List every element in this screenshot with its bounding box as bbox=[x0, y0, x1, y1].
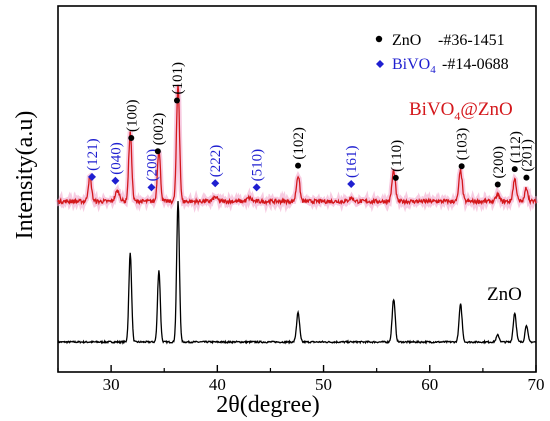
zno-peak-marker bbox=[392, 174, 399, 181]
legend-bivo4-name: BiVO4 bbox=[392, 56, 436, 76]
series-label-zno: ZnO bbox=[487, 284, 522, 305]
zno-peak-label: (101) bbox=[170, 62, 186, 95]
zno-peak-marker bbox=[511, 166, 518, 173]
plot-area bbox=[57, 5, 537, 373]
bivo4-peak-label: (510) bbox=[250, 149, 266, 182]
zno-peak-label: (201) bbox=[519, 139, 535, 172]
legend-zno-ref: -#36-1451 bbox=[438, 32, 505, 49]
series-label-composite-rest: @ZnO bbox=[460, 99, 512, 120]
series-line-zno bbox=[57, 201, 537, 345]
bivo4-peak-label: (222) bbox=[208, 145, 224, 178]
x-tick-label: 60 bbox=[421, 375, 438, 394]
zno-peak-marker bbox=[154, 148, 161, 155]
x-axis-label: 2θ(degree) bbox=[216, 392, 319, 418]
x-tick-label: 50 bbox=[315, 375, 332, 394]
bivo4-peak-label: (040) bbox=[108, 142, 124, 175]
bivo4-peak-marker bbox=[147, 183, 156, 192]
zno-peak-marker bbox=[173, 97, 180, 104]
legend: ZnO -#36-1451 BiVO4 -#14-0688 bbox=[375, 32, 509, 76]
curves-group bbox=[55, 84, 539, 345]
bivo4-peak-marker bbox=[87, 172, 96, 181]
bivo4-peak-marker bbox=[252, 183, 261, 192]
legend-zno-name: ZnO bbox=[392, 32, 421, 49]
zno-peak-marker bbox=[523, 174, 530, 181]
series-label-composite-sub: 4 bbox=[454, 109, 460, 123]
legend-bivo4-marker bbox=[376, 60, 384, 68]
zno-peak-marker bbox=[128, 134, 135, 141]
bivo4-peak-label: (200) bbox=[144, 149, 160, 182]
y-axis-label: Intensity(a.u) bbox=[12, 111, 38, 240]
legend-bivo4-ref: -#14-0688 bbox=[442, 56, 509, 73]
x-tick-label: 70 bbox=[528, 375, 545, 394]
legend-bivo4-sub: 4 bbox=[430, 64, 436, 76]
bivo4-peak-label: (121) bbox=[85, 138, 101, 171]
series-label-composite: BiVO4@ZnO bbox=[409, 99, 513, 123]
zno-peak-marker bbox=[494, 181, 501, 188]
peak-annotations: (121) (040) (200) (222) (510) (161) (100) (002)… bbox=[85, 62, 535, 192]
bivo4-peak-marker bbox=[211, 179, 220, 188]
zno-peak-label: (103) bbox=[455, 128, 471, 161]
zno-peak-label: (112) bbox=[508, 131, 524, 163]
x-tick-label: 40 bbox=[209, 375, 226, 394]
bivo4-peak-marker bbox=[111, 176, 120, 185]
zno-peak-label: (102) bbox=[291, 127, 307, 160]
zno-peak-marker bbox=[458, 163, 465, 170]
bivo4-peak-marker bbox=[347, 179, 356, 188]
x-tick-label: 30 bbox=[103, 375, 120, 394]
zno-peak-label: (002) bbox=[151, 113, 167, 146]
zno-peak-marker bbox=[295, 162, 302, 169]
zno-peak-label: (100) bbox=[124, 99, 140, 132]
series-line-composite bbox=[57, 84, 537, 206]
plot-frame bbox=[57, 5, 537, 373]
legend-zno-marker bbox=[375, 35, 383, 43]
bivo4-peak-label: (161) bbox=[344, 145, 360, 178]
x-axis-ticks: 30 40 50 60 70 bbox=[57, 365, 545, 394]
zno-peak-label: (200) bbox=[491, 146, 507, 179]
zno-peak-label: (110) bbox=[389, 140, 405, 172]
